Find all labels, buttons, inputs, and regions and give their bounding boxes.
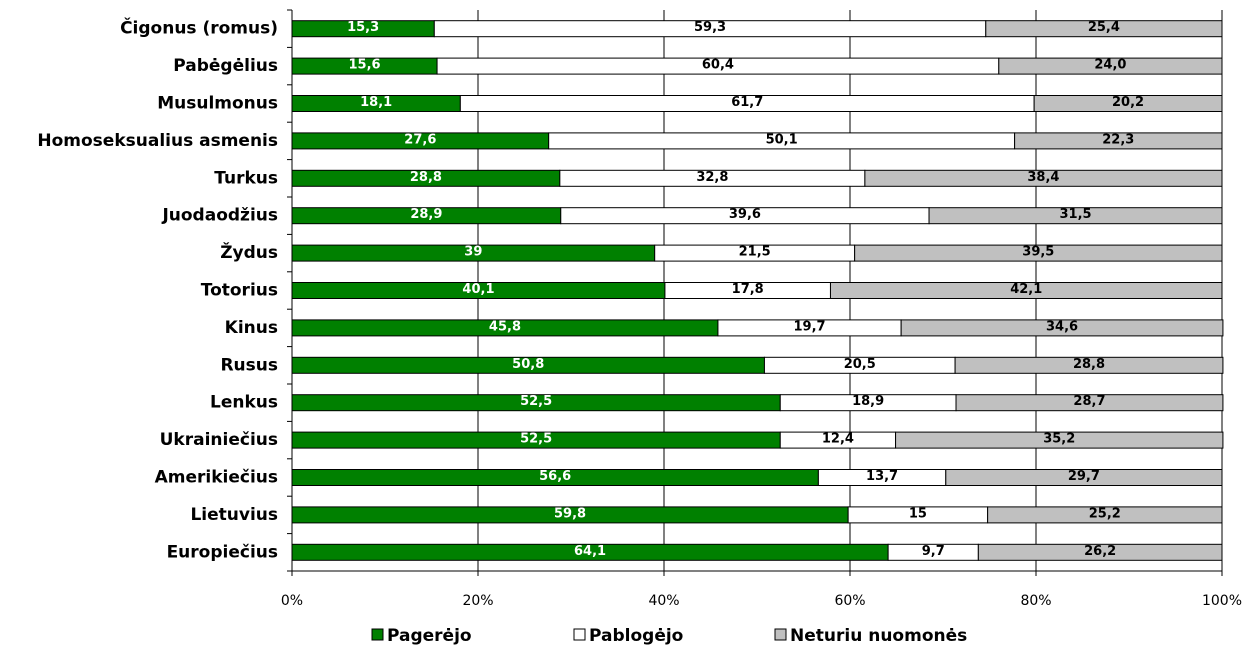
data-label: 28,8 bbox=[1073, 357, 1105, 372]
category-label: Čigonus (romus) bbox=[120, 17, 278, 39]
data-label: 50,8 bbox=[512, 357, 544, 372]
data-label: 20,2 bbox=[1112, 95, 1144, 110]
data-label: 38,4 bbox=[1027, 170, 1059, 185]
data-label: 20,5 bbox=[844, 357, 876, 372]
data-label: 24,0 bbox=[1094, 58, 1126, 73]
bar-segment bbox=[1014, 132, 1223, 150]
legend-swatch bbox=[573, 628, 586, 641]
data-label: 28,8 bbox=[410, 170, 442, 185]
data-label: 56,6 bbox=[539, 469, 571, 484]
data-label: 25,4 bbox=[1088, 20, 1120, 35]
data-label: 19,7 bbox=[794, 319, 826, 334]
data-label: 29,7 bbox=[1068, 469, 1100, 484]
category-label: Pabėgėlius bbox=[173, 56, 278, 76]
legend-label: Pablogėjo bbox=[589, 626, 683, 646]
data-label: 50,1 bbox=[766, 132, 798, 147]
category-label: Musulmonus bbox=[157, 94, 278, 114]
bar-segment bbox=[829, 282, 1223, 299]
data-label: 13,7 bbox=[866, 469, 898, 484]
category-label: Juodaodžius bbox=[161, 206, 278, 226]
data-label: 45,8 bbox=[489, 319, 521, 334]
data-label: 26,2 bbox=[1084, 544, 1116, 559]
category-label: Amerikiečius bbox=[155, 468, 278, 488]
category-label: Žydus bbox=[220, 241, 278, 263]
bar-segment bbox=[895, 431, 1224, 449]
x-tick-label: 60% bbox=[834, 593, 865, 609]
category-label: Homoseksualius asmenis bbox=[37, 131, 278, 151]
bar-segment bbox=[955, 394, 1224, 412]
data-label: 39,6 bbox=[729, 207, 761, 222]
data-label: 61,7 bbox=[731, 95, 763, 110]
data-label: 12,4 bbox=[822, 432, 854, 447]
bar-segment bbox=[954, 356, 1224, 374]
data-label: 18,1 bbox=[360, 95, 392, 110]
data-label: 28,7 bbox=[1073, 394, 1105, 409]
category-label: Lietuvius bbox=[190, 505, 278, 525]
data-label: 60,4 bbox=[702, 58, 734, 73]
x-tick-label: 40% bbox=[648, 593, 679, 609]
category-label: Ukrainiečius bbox=[160, 430, 278, 450]
data-label: 59,3 bbox=[694, 20, 726, 35]
data-label: 34,6 bbox=[1046, 319, 1078, 334]
bar-segment bbox=[945, 469, 1223, 486]
data-label: 52,5 bbox=[520, 394, 552, 409]
legend-swatch bbox=[774, 628, 787, 641]
bar-segment bbox=[864, 169, 1223, 187]
data-label: 40,1 bbox=[462, 282, 494, 297]
legend-label: Pagerėjo bbox=[387, 626, 472, 646]
data-label: 15 bbox=[909, 506, 927, 521]
bar-segment bbox=[987, 506, 1223, 524]
data-label: 39 bbox=[464, 245, 482, 260]
category-label: Rusus bbox=[220, 355, 278, 375]
x-tick-label: 80% bbox=[1020, 593, 1051, 609]
data-label: 39,5 bbox=[1022, 245, 1054, 260]
legend-label: Neturiu nuomonės bbox=[790, 626, 967, 646]
category-label: Turkus bbox=[214, 168, 278, 188]
data-label: 25,2 bbox=[1089, 506, 1121, 521]
data-label: 52,5 bbox=[520, 432, 552, 447]
data-label: 15,3 bbox=[347, 20, 379, 35]
bar-segment bbox=[977, 543, 1223, 561]
category-label: Totorius bbox=[201, 281, 278, 301]
data-label: 9,7 bbox=[922, 544, 945, 559]
data-label: 17,8 bbox=[732, 282, 764, 297]
bar-segment bbox=[998, 57, 1223, 75]
data-label: 27,6 bbox=[404, 132, 436, 147]
data-label: 42,1 bbox=[1010, 282, 1042, 297]
bar-segment bbox=[900, 319, 1224, 337]
category-label: Kinus bbox=[225, 318, 278, 338]
category-label: Europiečius bbox=[167, 542, 278, 562]
x-tick-label: 100% bbox=[1202, 593, 1242, 609]
legend-swatch bbox=[371, 628, 384, 641]
bar-segment bbox=[854, 244, 1223, 262]
category-label: Lenkus bbox=[210, 393, 278, 413]
bar-segment bbox=[928, 207, 1223, 225]
data-label: 32,8 bbox=[696, 170, 728, 185]
data-label: 28,9 bbox=[410, 207, 442, 222]
data-label: 64,1 bbox=[574, 544, 606, 559]
data-label: 35,2 bbox=[1043, 432, 1075, 447]
data-label: 21,5 bbox=[739, 245, 771, 260]
bar-segment bbox=[985, 20, 1223, 38]
data-label: 59,8 bbox=[554, 506, 586, 521]
x-tick-label: 20% bbox=[462, 593, 493, 609]
bar-segment bbox=[1033, 95, 1223, 112]
x-tick-label: 0% bbox=[281, 593, 303, 609]
data-label: 22,3 bbox=[1102, 132, 1134, 147]
data-label: 15,6 bbox=[349, 58, 381, 73]
data-label: 18,9 bbox=[852, 394, 884, 409]
data-label: 31,5 bbox=[1059, 207, 1091, 222]
